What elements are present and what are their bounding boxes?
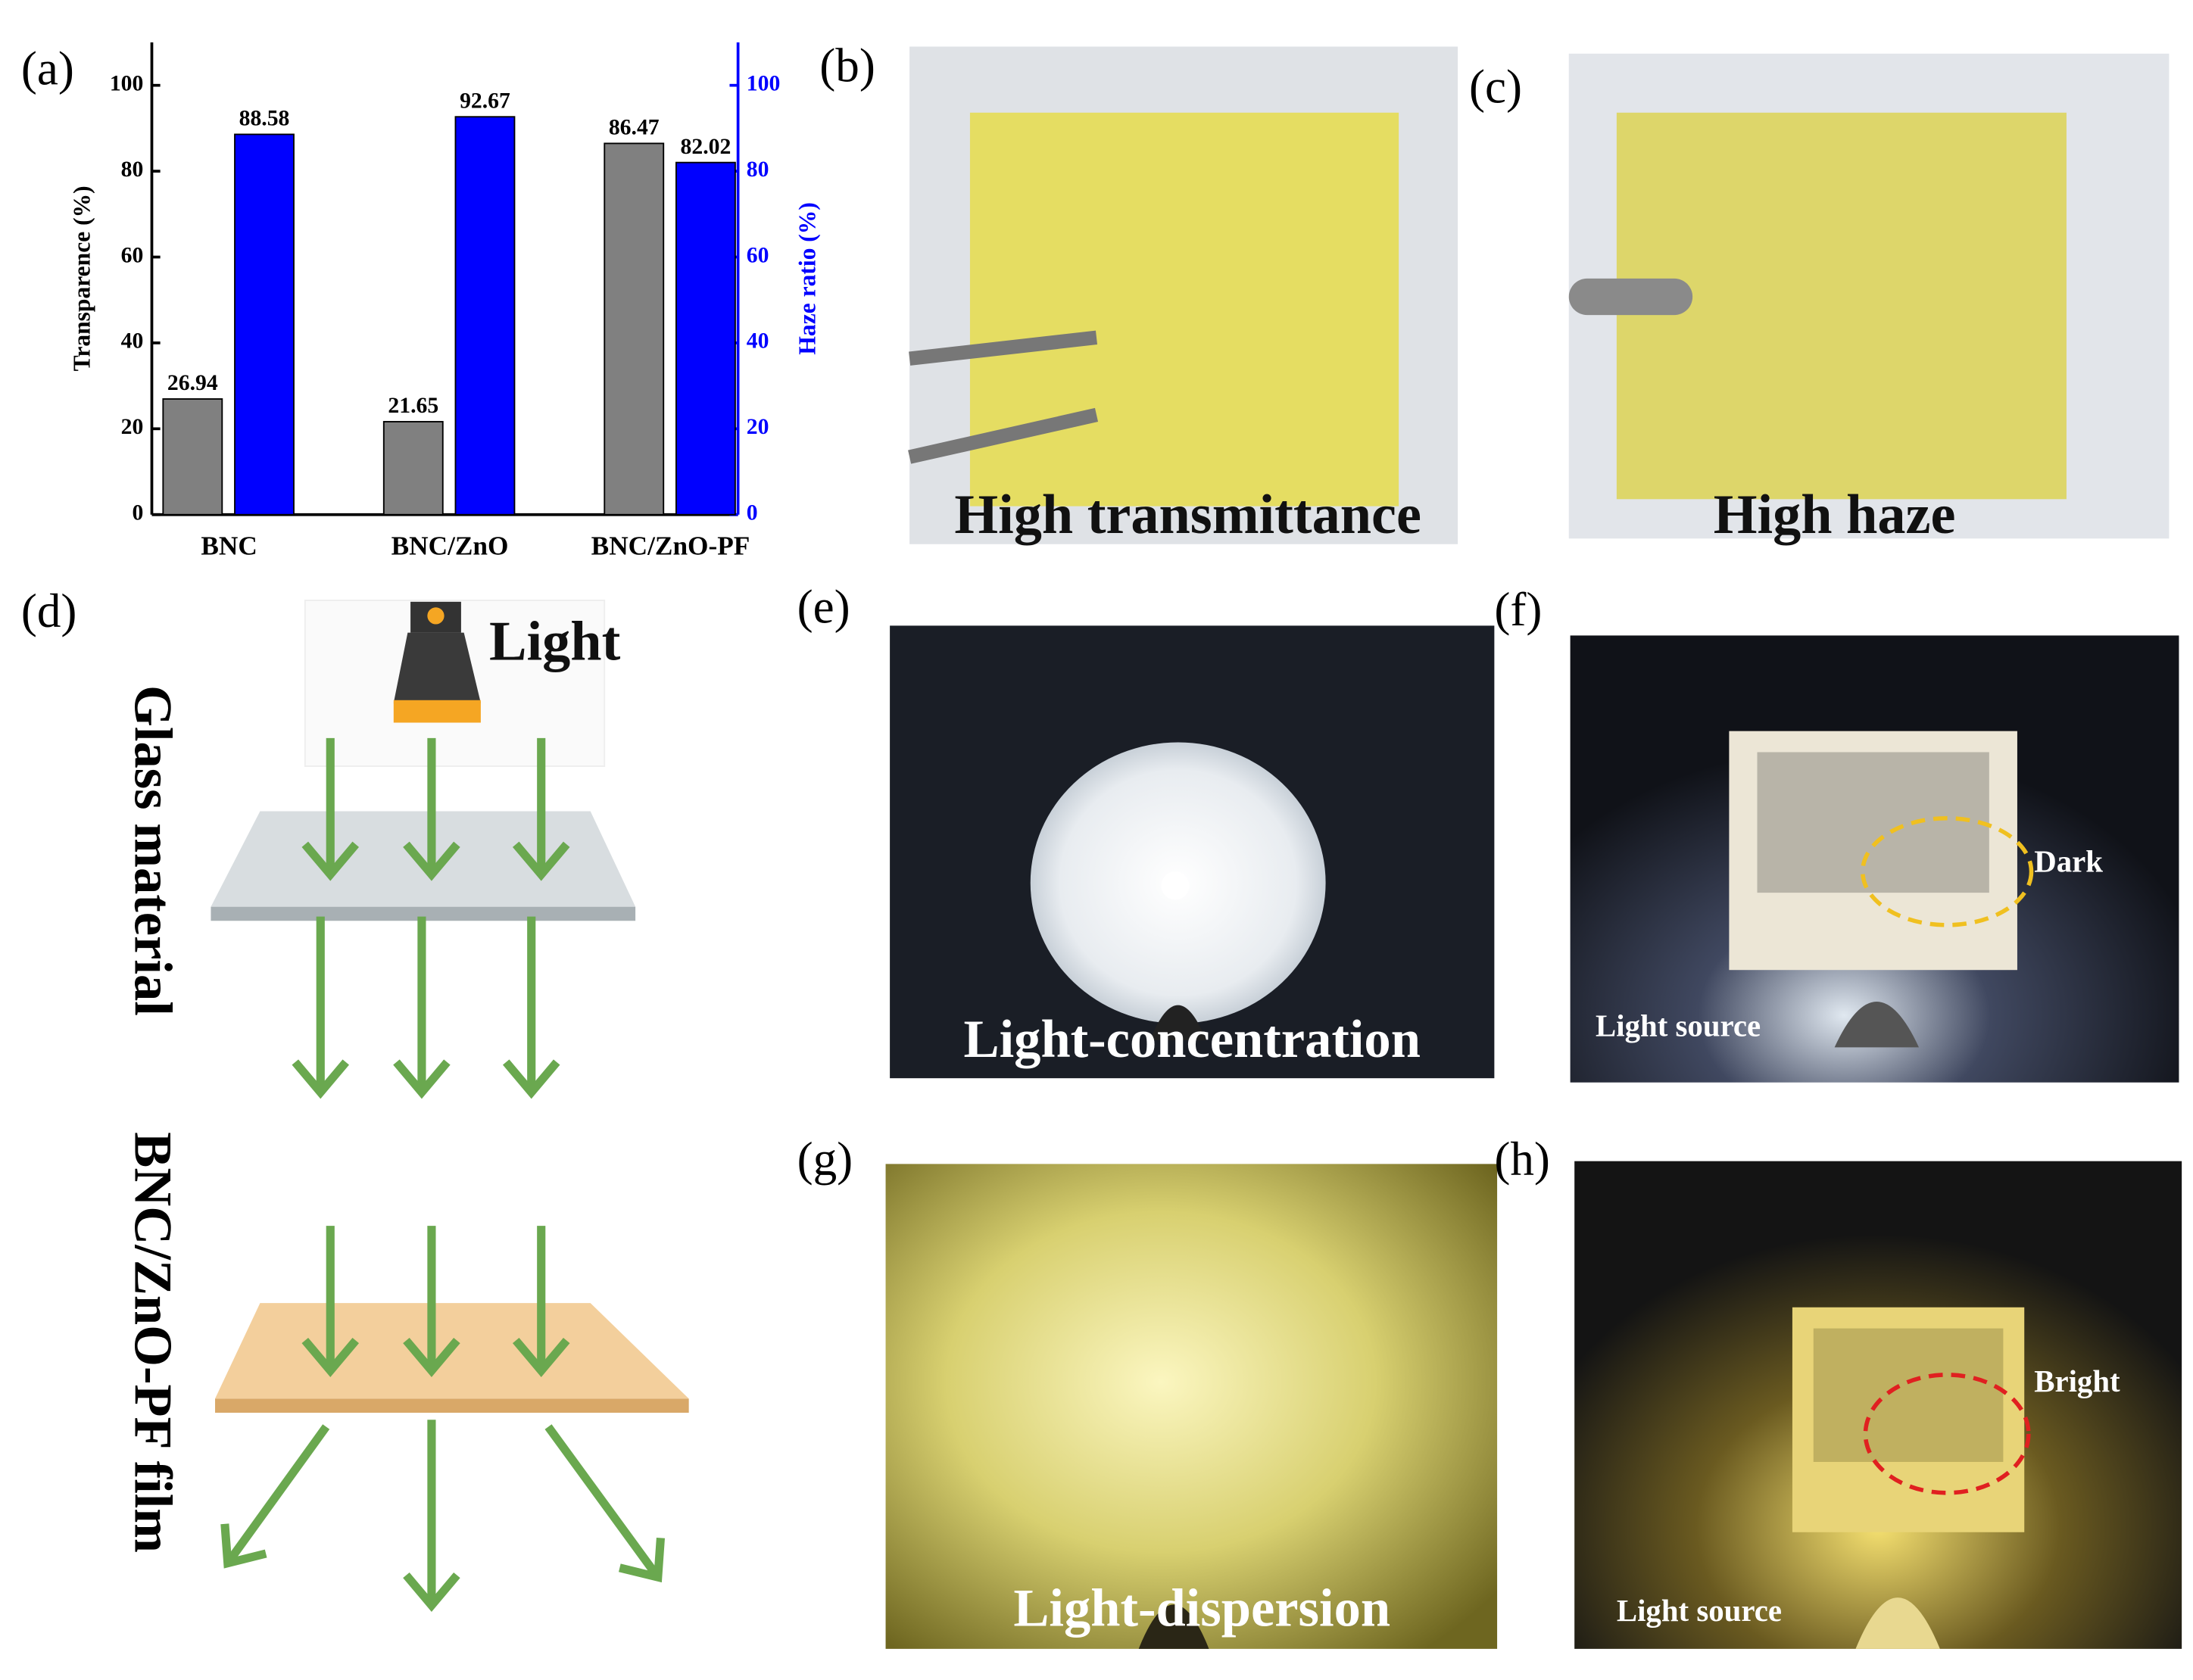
bright-label: Bright [2034,1364,2120,1398]
film-slab [215,1398,689,1413]
tweezer [908,407,1099,464]
arrow-head [512,841,570,881]
arrow-head [301,1337,360,1377]
panel-label: (c) [1469,60,1522,113]
lamp [1150,1005,1206,1041]
bar [454,116,516,516]
light-label: Light [489,610,621,672]
y-tick-label: 0 [133,501,144,525]
flashlight [393,632,481,703]
tweezer [909,330,1098,366]
dark-label: Dark [2034,844,2103,878]
bar [675,161,736,516]
source-label: Light source [1617,1594,1782,1628]
arrow-head [618,1537,665,1583]
flashlight-head [393,700,481,723]
dark-ellipse [1860,815,2034,927]
value-label: 21.65 [388,394,438,418]
house-room [1757,752,1989,893]
lamp [1834,1001,1919,1048]
photo-g [885,1164,1498,1649]
glass-label: Glass material [123,685,182,1016]
lamp [1138,1604,1209,1649]
panel-label: (b) [819,39,875,92]
tweezer [1568,278,1693,316]
lamp [1855,1597,1940,1649]
panel-label: (e) [797,580,850,633]
panel-label: (g) [797,1133,853,1186]
arrow-head [403,1572,460,1612]
y-tick-label: 20 [121,415,144,439]
arrow-head [301,841,360,881]
film [969,112,1399,506]
y-axis-label: Transparence (%) [69,185,95,371]
arrow-head [403,841,460,881]
value-label: 92.67 [460,89,510,114]
bar [382,421,444,516]
y2-tick-label: 80 [747,157,769,182]
arrow-head [512,1337,570,1377]
arrow-head [393,1059,451,1099]
y-tick-label: 60 [121,243,144,267]
value-label: 82.02 [681,135,732,159]
y2-tick-label: 40 [747,329,769,354]
light-core [1161,871,1190,900]
panel-label: (a) [21,42,74,95]
caption: High haze [1714,484,1956,546]
panel-label: (h) [1494,1133,1550,1186]
x-tick-label: BNC/ZnO [391,531,509,560]
arrow [544,1424,662,1580]
arrow-head [292,1059,350,1099]
value-label: 88.58 [239,107,290,131]
bar [162,398,223,516]
y2-tick-label: 20 [747,415,769,439]
arrow-head [403,1337,460,1377]
y2-tick-label: 0 [747,501,758,525]
y2-axis-label: Haze ratio (%) [794,202,821,354]
bar [234,133,295,516]
arrow-head [220,1523,267,1569]
arrow-head [502,1059,560,1099]
film [1616,112,2067,500]
bar [604,142,665,516]
film-label: BNC/ZnO-PF film [123,1132,182,1553]
panel-label: (f) [1494,583,1542,636]
y-tick-label: 100 [110,72,144,96]
bright-ellipse [1863,1373,2031,1495]
source-label: Light source [1596,1009,1761,1043]
x-tick-label: BNC/ZnO-PF [591,531,750,560]
caption: Light-concentration [964,1010,1421,1069]
y-tick-label: 80 [121,157,144,182]
y2-tick-label: 100 [747,72,781,96]
panel-label: (d) [21,584,77,637]
arrow [224,1424,330,1566]
y2-tick-label: 60 [747,243,769,267]
house-room [1813,1328,2004,1462]
caption: Light-dispersion [1013,1579,1390,1638]
value-label: 86.47 [609,116,660,140]
y-tick-label: 40 [121,329,144,354]
caption: High transmittance [954,484,1421,546]
value-label: 26.94 [167,371,218,395]
x-tick-label: BNC [201,531,257,560]
flashlight-led [427,607,445,625]
